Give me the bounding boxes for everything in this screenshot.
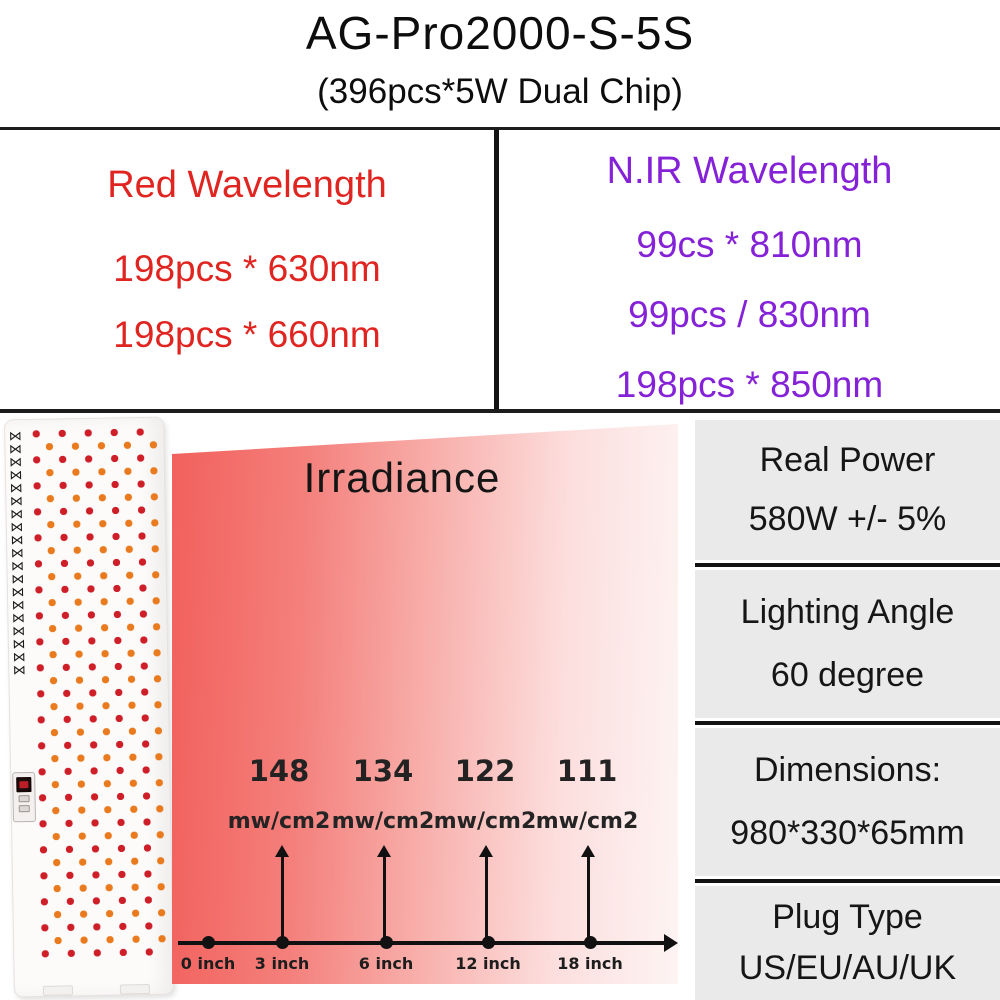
irradiance-value: 134 [352,754,414,788]
irradiance-unit: mw/cm2 [535,809,639,834]
spec-box-plug-type: Plug Type US/EU/AU/UK [695,886,1000,1000]
red-wavelength-title: Red Wavelength [107,164,387,206]
irradiance-value: 111 [556,754,618,788]
spec-value: 980*330*65mm [730,813,965,852]
spec-divider [695,879,1000,883]
tick-label: 18 inch [557,954,623,973]
irradiance-point: 111 mw/cm2 [532,754,642,834]
control-button [18,795,30,803]
spec-box-real-power: Real Power 580W +/- 5% [695,420,1000,560]
axis-tick: 6 inch [346,936,426,973]
irradiance-point: 134 mw/cm2 [328,754,438,834]
axis-arrowhead-icon [664,934,678,952]
spec-table: Real Power 580W +/- 5% Lighting Angle 60… [695,420,1000,1000]
tick-label: 0 inch [180,954,236,973]
spec-box-dimensions: Dimensions: 980*330*65mm [695,728,1000,876]
up-arrow [275,845,289,941]
nir-wavelength-line-3: 198pcs * 850nm [615,364,884,405]
distance-axis [178,941,666,945]
wavelength-section: Red Wavelength 198pcs * 630nm 198pcs * 6… [0,130,1000,409]
spec-value: 580W +/- 5% [748,500,947,539]
panel-foot [119,983,151,995]
spec-label: Dimensions: [753,751,942,790]
divider-top [0,127,1000,130]
irradiance-unit: mw/cm2 [227,809,331,834]
divider-middle [0,409,1000,413]
nir-wavelength-line-1: 99cs * 810nm [636,224,863,265]
red-wavelength-line-1: 198pcs * 630nm [113,248,381,289]
digital-readout [16,777,32,793]
spec-label: Lighting Angle [740,593,955,632]
irradiance-point: 148 mw/cm2 [224,754,334,834]
spec-label: Real Power [759,440,936,479]
chart-title: Irradiance [303,454,501,501]
spec-value: US/EU/AU/UK [738,949,957,987]
nir-wavelength-line-2: 99pcs / 830nm [628,294,871,335]
control-button [18,805,30,813]
red-wavelength-line-2: 198pcs * 660nm [113,314,381,355]
irradiance-value: 148 [248,754,310,788]
tick-dot [481,936,495,949]
axis-tick: 12 inch [448,936,528,973]
spec-divider [695,563,1000,567]
tick-label: 3 inch [254,954,310,973]
control-display [12,771,36,823]
irradiance-value: 122 [454,754,516,788]
spec-divider [695,721,1000,725]
spec-value: 60 degree [770,655,925,694]
led-panel-body: ⋈ ⋈ ⋈ ⋈ ⋈ ⋈ ⋈ ⋈ ⋈ ⋈ ⋈ ⋈ ⋈ ⋈ ⋈ ⋈ ⋈ ⋈ ⋈ [3,416,175,998]
axis-tick: 3 inch [242,936,322,973]
tick-dot [583,936,597,949]
nir-wavelength-title: N.IR Wavelength [606,150,893,192]
tick-dot [275,936,289,949]
led-grid [30,425,167,962]
panel-foot [42,985,74,996]
tick-label: 6 inch [358,954,414,973]
up-arrow [377,845,391,941]
divider-vertical [494,130,499,409]
product-title: AG-Pro2000-S-5S [305,7,695,59]
spec-box-lighting-angle: Lighting Angle 60 degree [695,570,1000,718]
product-subtitle: (396pcs*5W Dual Chip) [317,72,683,111]
up-arrow [581,845,595,941]
axis-tick: 18 inch [550,936,630,973]
spec-label: Plug Type [772,898,923,936]
irradiance-point: 122 mw/cm2 [430,754,540,834]
axis-tick: 0 inch [172,936,248,973]
irradiance-unit: mw/cm2 [433,809,537,834]
up-arrow [479,845,493,941]
panel-clips: ⋈ ⋈ ⋈ ⋈ ⋈ ⋈ ⋈ ⋈ ⋈ ⋈ ⋈ ⋈ ⋈ ⋈ ⋈ ⋈ ⋈ ⋈ ⋈ [8,429,26,679]
tick-dot [379,936,393,949]
tick-label: 12 inch [455,954,521,973]
irradiance-chart: Irradiance 148 mw/cm2 134 mw/cm2 122 mw/… [172,424,678,984]
irradiance-unit: mw/cm2 [331,809,435,834]
tick-dot [201,936,215,949]
led-panel-image: ⋈ ⋈ ⋈ ⋈ ⋈ ⋈ ⋈ ⋈ ⋈ ⋈ ⋈ ⋈ ⋈ ⋈ ⋈ ⋈ ⋈ ⋈ ⋈ [0,414,176,1000]
